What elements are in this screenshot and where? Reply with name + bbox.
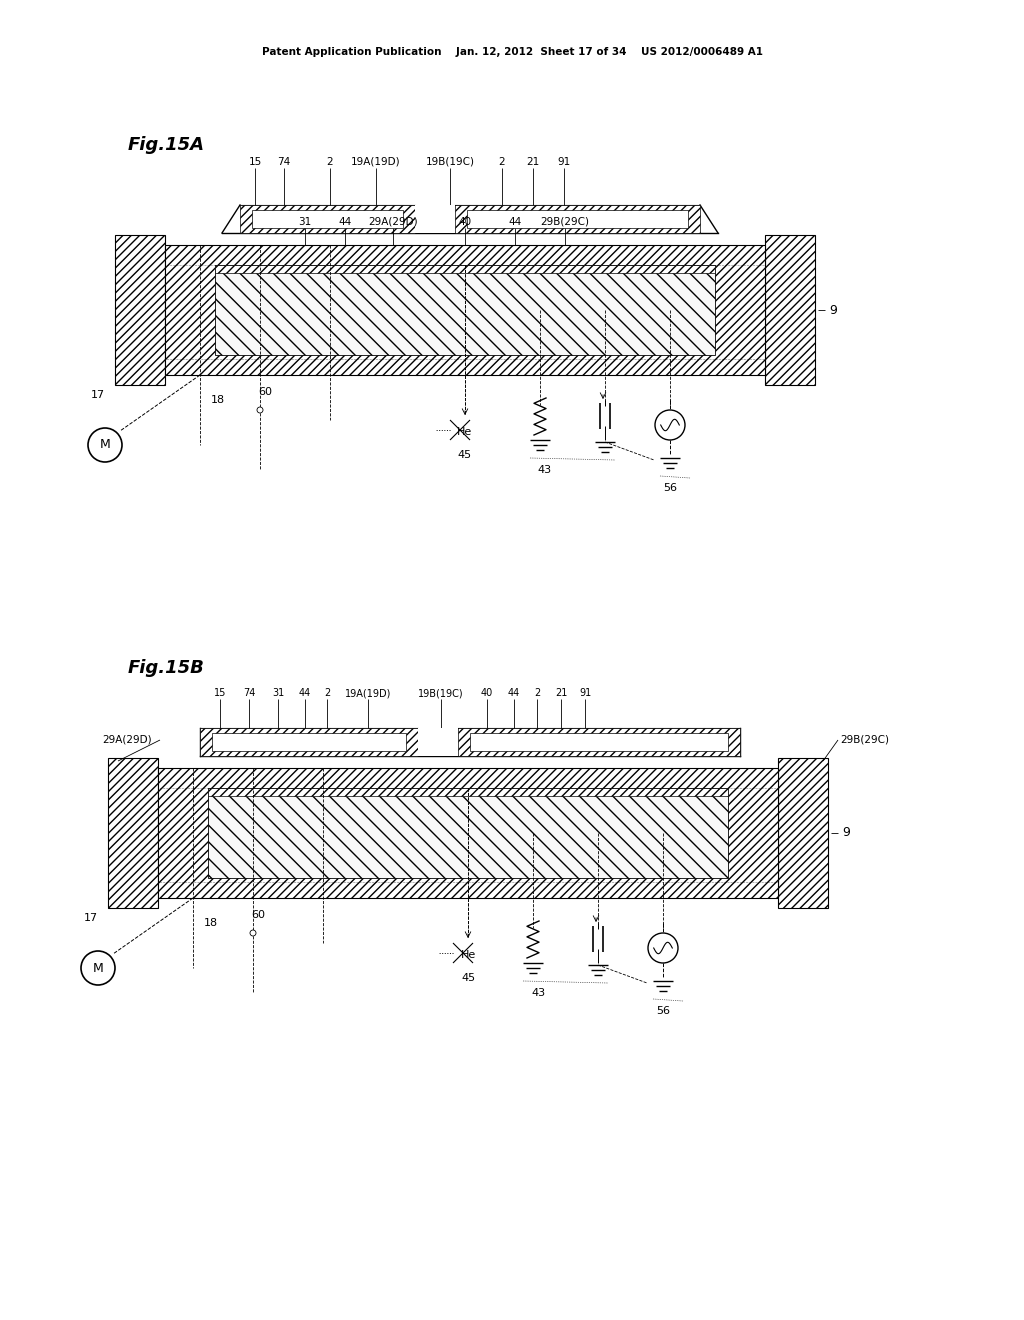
Bar (215, 265, 715, 273)
Text: 2: 2 (327, 157, 334, 168)
Text: 9: 9 (829, 304, 837, 317)
Text: 91: 91 (557, 157, 570, 168)
Text: 60: 60 (251, 909, 265, 920)
Text: 9: 9 (842, 826, 850, 840)
Text: 44: 44 (508, 216, 521, 227)
Circle shape (250, 931, 256, 936)
Text: 18: 18 (204, 917, 218, 928)
Bar (415, 205, 455, 234)
Bar (208, 788, 728, 878)
Text: 31: 31 (272, 688, 284, 698)
Circle shape (81, 950, 115, 985)
Text: M: M (99, 438, 111, 451)
Text: 2: 2 (324, 688, 330, 698)
Text: 17: 17 (84, 913, 98, 923)
Text: 19A(19D): 19A(19D) (345, 688, 391, 698)
Bar (165, 246, 765, 375)
Text: 19B(19C): 19B(19C) (418, 688, 464, 698)
Text: 29A(29D): 29A(29D) (102, 735, 152, 744)
Text: 44: 44 (299, 688, 311, 698)
Text: 91: 91 (579, 688, 591, 698)
Bar (252, 210, 403, 228)
Text: He: He (461, 950, 475, 960)
Text: 31: 31 (298, 216, 311, 227)
Bar (115, 235, 165, 385)
Bar (200, 729, 418, 756)
Text: 2: 2 (534, 688, 540, 698)
Bar (470, 733, 728, 751)
Bar (108, 758, 158, 908)
Text: He: He (458, 426, 473, 437)
Text: Fig.15A: Fig.15A (128, 136, 205, 154)
Text: Fig.15B: Fig.15B (128, 659, 205, 677)
Bar (455, 205, 700, 234)
Text: 43: 43 (538, 465, 552, 475)
Bar (215, 265, 715, 355)
Bar (240, 205, 415, 234)
Text: 29B(29C): 29B(29C) (840, 735, 889, 744)
Text: 44: 44 (508, 688, 520, 698)
Text: 45: 45 (461, 973, 475, 983)
Circle shape (655, 411, 685, 440)
Bar (467, 210, 688, 228)
Text: 29A(29D): 29A(29D) (369, 216, 418, 227)
Text: 40: 40 (481, 688, 494, 698)
Text: Patent Application Publication    Jan. 12, 2012  Sheet 17 of 34    US 2012/00064: Patent Application Publication Jan. 12, … (261, 48, 763, 57)
Text: 44: 44 (338, 216, 351, 227)
Bar (418, 729, 458, 756)
Text: 15: 15 (249, 157, 261, 168)
Text: 74: 74 (243, 688, 255, 698)
Bar (212, 733, 406, 751)
Bar (765, 235, 815, 385)
Text: M: M (92, 961, 103, 974)
Text: 19A(19D): 19A(19D) (351, 157, 400, 168)
Text: 21: 21 (555, 688, 567, 698)
Circle shape (257, 407, 263, 413)
Circle shape (648, 933, 678, 964)
Text: 2: 2 (499, 157, 505, 168)
Text: 56: 56 (656, 1006, 670, 1016)
Bar (208, 788, 728, 796)
Text: 56: 56 (663, 483, 677, 492)
Text: 19B(19C): 19B(19C) (426, 157, 474, 168)
Text: 43: 43 (530, 987, 545, 998)
Bar (778, 758, 828, 908)
Bar (158, 768, 778, 898)
Text: 15: 15 (214, 688, 226, 698)
Text: 18: 18 (211, 395, 225, 405)
Text: 21: 21 (526, 157, 540, 168)
Text: 45: 45 (458, 450, 472, 459)
Text: 60: 60 (258, 387, 272, 397)
Text: 17: 17 (91, 389, 105, 400)
Text: 40: 40 (459, 216, 472, 227)
Circle shape (88, 428, 122, 462)
Text: 74: 74 (278, 157, 291, 168)
Bar (458, 729, 740, 756)
Text: 29B(29C): 29B(29C) (541, 216, 590, 227)
